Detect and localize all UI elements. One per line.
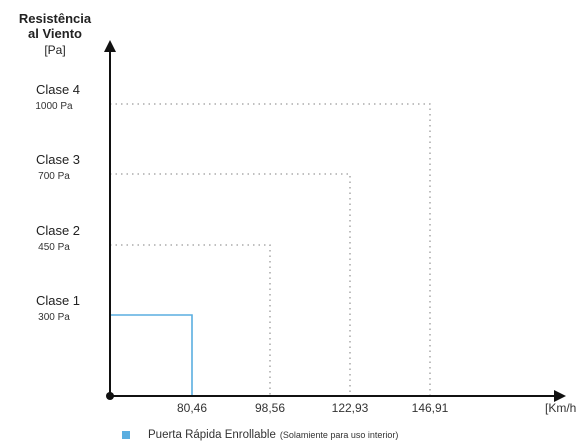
class-label: Clase 3: [36, 152, 80, 167]
y-axis-title-line1: Resistência: [18, 11, 92, 26]
y-axis-title-line2: al Viento: [28, 25, 82, 41]
legend-series-name: Puerta Rápida Enrollable: [148, 429, 276, 441]
y-class-labels: Clase 1 300 Pa Clase 2 450 Pa Clase 3 700 Pa C…: [35, 82, 80, 323]
axis-origin-dot: [106, 392, 114, 400]
series-puerta-rapida-enrollable: [110, 314, 193, 396]
class-pressure-label: 450 Pa: [38, 242, 70, 253]
x-axis-arrow: [554, 390, 566, 402]
class-label: Clase 1: [36, 293, 80, 308]
class-pressure-label: 700 Pa: [38, 171, 70, 182]
class-pressure-label: 300 Pa: [38, 312, 70, 323]
x-tick-label: 80,46: [177, 401, 207, 415]
y-axis-title: Resistência al Viento [Pa]: [10, 11, 100, 58]
x-axis-title: [Km/h: [545, 401, 576, 415]
class-pressure-label: 1000 Pa: [35, 101, 73, 112]
series-layer: [110, 314, 193, 396]
class-label: Clase 4: [36, 82, 80, 97]
class-guides: [110, 103, 431, 396]
x-tick-label: 98,56: [255, 401, 285, 415]
legend-series-note: (Solamiente para uso interior): [279, 430, 399, 440]
class-label: Clase 2: [36, 223, 80, 238]
guide-clase-3: [110, 173, 351, 396]
guide-clase-2: [110, 244, 271, 396]
legend-swatch: [122, 431, 130, 439]
guide-clase-4: [110, 103, 431, 396]
x-tick-label: 122,93: [332, 401, 369, 415]
legend: Puerta Rápida Enrollable (Solamiente par…: [122, 429, 398, 441]
x-tick-label: 146,91: [412, 401, 449, 415]
y-axis-arrow: [104, 40, 116, 52]
y-axis-unit: [Pa]: [44, 42, 66, 57]
x-tick-labels: 80,46 98,56 122,93 146,91: [177, 401, 449, 415]
axes: [104, 40, 566, 402]
